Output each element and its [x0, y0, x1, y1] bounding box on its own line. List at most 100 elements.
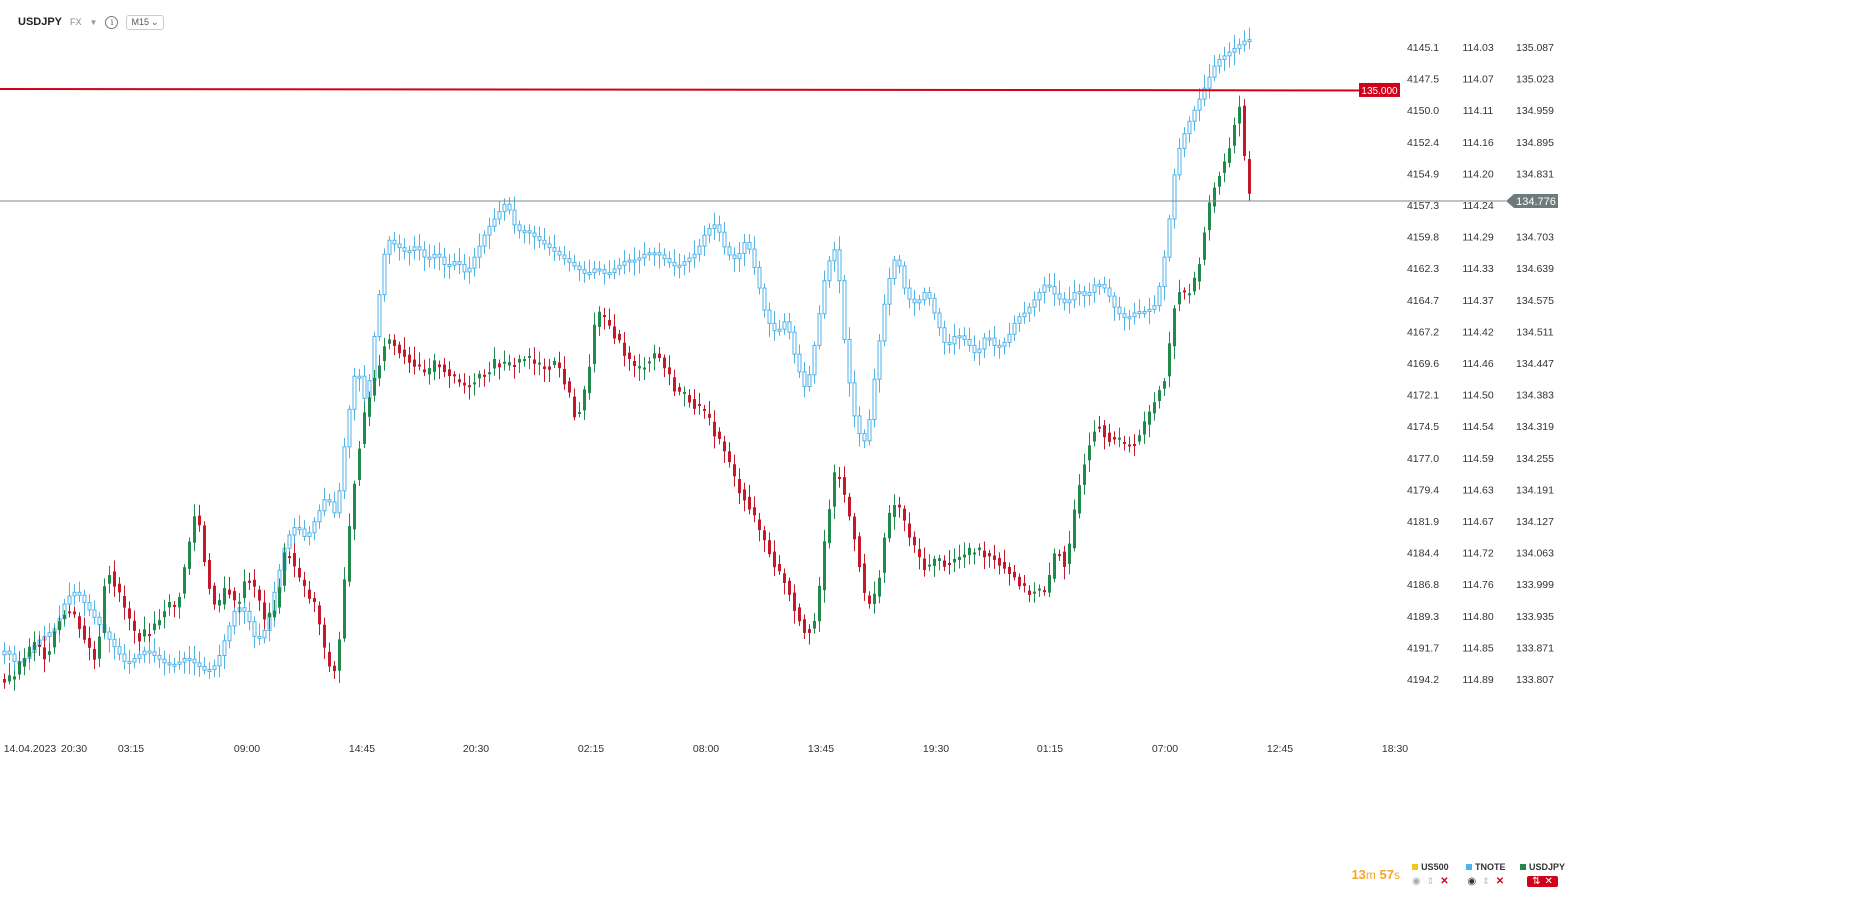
- tnote-candle: [222, 640, 227, 656]
- tnote-candle: [402, 247, 407, 252]
- tnote-candle: [307, 532, 312, 537]
- usdjpy-candle: [208, 560, 211, 589]
- usdjpy-candle: [1168, 343, 1171, 377]
- usdjpy-candle: [843, 477, 846, 495]
- tnote-candle: [1087, 291, 1092, 296]
- legend-swatch: [1520, 864, 1526, 870]
- reorder-icon[interactable]: ⇕: [1426, 876, 1435, 886]
- tnote-candle: [947, 341, 952, 345]
- usdjpy-candle: [413, 359, 416, 367]
- tnote-candle: [532, 232, 537, 238]
- usdjpy-candle: [498, 363, 501, 368]
- reorder-icon[interactable]: ⇕: [1482, 876, 1490, 886]
- legend-label: USDJPY: [1529, 862, 1566, 872]
- tnote-candle: [1142, 311, 1147, 315]
- eye-icon[interactable]: ◉: [1412, 876, 1421, 887]
- tnote-axis-label: 114.20: [1462, 168, 1493, 180]
- usdjpy-axis-label: 134.319: [1516, 421, 1554, 433]
- tnote-candle: [952, 336, 957, 345]
- tnote-candle: [917, 299, 922, 304]
- usdjpy-candle: [703, 408, 706, 411]
- tnote-candle: [312, 521, 317, 534]
- tnote-candle: [672, 261, 677, 267]
- tnote-axis-label: 114.24: [1462, 200, 1493, 212]
- usdjpy-candle: [1073, 509, 1076, 549]
- tnote-candle: [722, 231, 727, 248]
- tnote-candle: [1067, 299, 1072, 304]
- tnote-candle: [467, 267, 472, 273]
- candle-timer: 13m 57s: [1351, 867, 1400, 882]
- usdjpy-candle: [678, 387, 681, 392]
- x-axis-label: 01:15: [1037, 743, 1063, 755]
- tnote-candle: [257, 635, 262, 639]
- tnote-candle: [567, 258, 572, 263]
- compare-remove-button[interactable]: ⇅ ✕: [1527, 876, 1558, 887]
- usdjpy-candle: [1233, 125, 1236, 146]
- close-icon[interactable]: ✕: [1440, 876, 1449, 887]
- usdjpy-candle: [93, 648, 96, 660]
- eye-icon[interactable]: ◉: [1467, 876, 1477, 887]
- tnote-candle: [797, 353, 802, 373]
- tnote-candle: [872, 378, 877, 421]
- usdjpy-candle: [313, 598, 316, 603]
- tnote-candle: [302, 528, 307, 537]
- tnote-candle: [827, 260, 832, 282]
- timeframe-selector[interactable]: M15 ⌄: [126, 14, 164, 30]
- usdjpy-candle: [1248, 159, 1251, 194]
- tnote-candle: [1182, 133, 1187, 149]
- tnote-candle: [812, 344, 817, 376]
- close-icon[interactable]: ✕: [1495, 876, 1505, 887]
- tnote-candle: [1167, 218, 1172, 258]
- tnote-candle: [647, 252, 652, 256]
- info-icon[interactable]: i: [105, 15, 119, 29]
- usdjpy-candle: [673, 377, 676, 392]
- chevron-down-icon[interactable]: ▼: [89, 17, 98, 27]
- tnote-candle: [997, 344, 1002, 348]
- tnote-candle: [442, 256, 447, 266]
- us500-axis-label: 4189.3: [1407, 611, 1439, 623]
- usdjpy-candle: [1108, 432, 1111, 442]
- usdjpy-candle: [483, 374, 486, 377]
- usdjpy-candle: [803, 619, 806, 633]
- usdjpy-candle: [728, 451, 731, 463]
- usdjpy-candle: [708, 413, 711, 418]
- tnote-candle: [107, 631, 112, 640]
- tnote-candle: [1212, 65, 1217, 78]
- tnote-candle: [592, 268, 597, 274]
- tnote-candle: [1222, 55, 1227, 60]
- tnote-candle: [1157, 286, 1162, 307]
- tnote-candle: [897, 259, 902, 267]
- usdjpy-candle: [23, 658, 26, 667]
- usdjpy-candle: [778, 563, 781, 572]
- usdjpy-candle: [158, 620, 161, 626]
- tnote-axis-label: 114.11: [1463, 105, 1494, 117]
- tnote-candle: [932, 297, 937, 314]
- tnote-candle: [1062, 298, 1067, 304]
- tnote-candle: [1057, 293, 1062, 300]
- usdjpy-candle: [68, 611, 71, 614]
- swap-icon: ⇅: [1532, 876, 1541, 887]
- current-price-label: 134.776: [1516, 196, 1556, 208]
- x-axis-label: 02:15: [578, 743, 604, 755]
- usdjpy-axis-label: 134.127: [1516, 516, 1554, 528]
- us500-axis-label: 4150.0: [1407, 105, 1439, 117]
- tnote-candle: [142, 650, 147, 656]
- tnote-candle: [92, 609, 97, 618]
- timer-minutes: 13: [1351, 867, 1366, 882]
- usdjpy-candle: [353, 483, 356, 530]
- tnote-candle: [777, 328, 782, 332]
- us500-axis-label: 4191.7: [1407, 642, 1439, 654]
- symbol-label[interactable]: USDJPY: [18, 16, 63, 28]
- usdjpy-candle: [398, 344, 401, 354]
- tnote-candle: [682, 261, 687, 266]
- usdjpy-candle: [98, 636, 101, 659]
- usdjpy-axis-label: 134.191: [1516, 484, 1554, 496]
- tnote-candle: [127, 660, 132, 664]
- tnote-candle: [557, 250, 562, 256]
- usdjpy-candle: [43, 647, 46, 660]
- tnote-candle: [1002, 341, 1007, 347]
- tnote-candle: [862, 433, 867, 442]
- legend-label: TNOTE: [1475, 862, 1506, 872]
- usdjpy-candle: [293, 553, 296, 567]
